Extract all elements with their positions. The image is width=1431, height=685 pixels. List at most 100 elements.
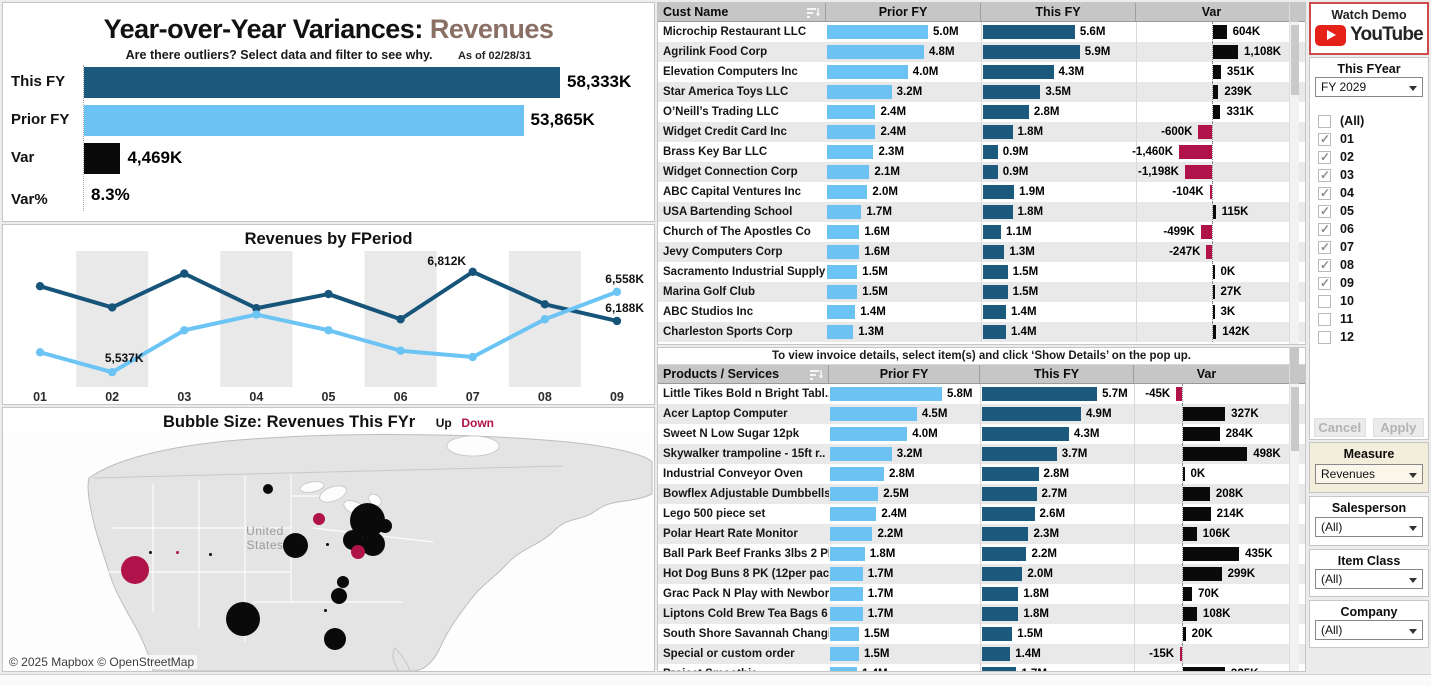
table-row[interactable]: Project Smoothie .. 1.4M 1.7M 325K [658, 664, 1305, 671]
data-point[interactable] [396, 346, 405, 355]
sort-descending-icon[interactable] [807, 7, 820, 18]
var-bar-negative[interactable] [1176, 387, 1182, 401]
summary-bar[interactable] [84, 143, 121, 174]
month-checkbox-02[interactable]: 02 [1316, 148, 1426, 166]
prior-fy-bar[interactable] [827, 325, 854, 339]
table-row[interactable]: ABC Capital Ventures Inc 2.0M 1.9M -104K [658, 182, 1305, 202]
table-row[interactable]: Acer Laptop Computer 4.5M 4.9M 327K [658, 404, 1305, 424]
prior-fy-bar[interactable] [830, 467, 885, 481]
table-row[interactable]: Brass Key Bar LLC 2.3M 0.9M -1,460K [658, 142, 1305, 162]
prior-fy-bar[interactable] [830, 407, 917, 421]
checkbox-checked[interactable] [1318, 240, 1331, 254]
var-bar-positive[interactable] [1213, 85, 1219, 99]
table-row[interactable]: Charleston Sports Corp 1.3M 1.4M 142K [658, 322, 1305, 342]
prior-fy-bar[interactable] [827, 205, 862, 219]
prior-fy-bar[interactable] [830, 587, 863, 601]
map-bubble-up[interactable] [226, 602, 260, 636]
horizontal-scroll-strip[interactable] [0, 674, 1431, 685]
map-bubble-up[interactable] [361, 532, 385, 556]
prior-fy-bar[interactable] [827, 125, 876, 139]
map-bubble-down[interactable] [351, 545, 365, 559]
month-checkbox-04[interactable]: 04 [1316, 184, 1426, 202]
table-row[interactable]: Little Tikes Bold n Bright Tabl.. 5.8M 5.7… [658, 384, 1305, 404]
header-prior-fy[interactable]: Prior FY [826, 3, 981, 21]
cancel-button[interactable]: Cancel [1314, 418, 1366, 437]
table-row[interactable]: Church of The Apostles Co 1.6M 1.1M -499K [658, 222, 1305, 242]
var-bar-negative[interactable] [1209, 185, 1212, 199]
var-bar-positive[interactable] [1183, 447, 1248, 461]
this-fy-bar[interactable] [983, 225, 1002, 239]
data-point[interactable] [107, 303, 117, 312]
prior-fy-bar[interactable] [827, 65, 908, 79]
prior-fy-bar[interactable] [827, 85, 892, 99]
var-bar-negative[interactable] [1184, 165, 1212, 179]
checkbox-checked[interactable] [1318, 168, 1331, 182]
table-row[interactable]: Polar Heart Rate Monitor 2.2M 2.3M 106K [658, 524, 1305, 544]
table-row[interactable]: USA Bartending School 1.7M 1.8M 115K [658, 202, 1305, 222]
map-bubble-up[interactable] [325, 542, 329, 546]
prior-fy-bar[interactable] [827, 245, 860, 259]
map-bubble-up[interactable] [324, 628, 346, 650]
data-point[interactable] [468, 352, 477, 362]
month-checkbox-08[interactable]: 08 [1316, 256, 1426, 274]
map-bubble-up[interactable] [331, 588, 347, 604]
prior-fy-bar[interactable] [827, 225, 860, 239]
this-fy-bar[interactable] [983, 285, 1008, 299]
prior-fy-bar[interactable] [830, 647, 859, 661]
table-row[interactable]: Grac Pack N Play with Newbor.. 1.7M 1.8M 70… [658, 584, 1305, 604]
var-bar-negative[interactable] [1179, 145, 1212, 159]
prior-fy-bar[interactable] [827, 145, 874, 159]
data-point[interactable] [468, 267, 477, 277]
data-point[interactable] [540, 315, 550, 324]
this-fy-bar[interactable] [982, 447, 1057, 461]
this-fy-bar[interactable] [983, 265, 1008, 279]
table-row[interactable]: Star America Toys LLC 3.2M 3.5M 239K [658, 82, 1305, 102]
products-scrollbar[interactable] [1289, 348, 1299, 671]
youtube-logo[interactable]: YouTube [1311, 24, 1427, 46]
this-fy-bar[interactable] [983, 165, 998, 179]
table-row[interactable]: Marina Golf Club 1.5M 1.5M 27K [658, 282, 1305, 302]
var-bar-positive[interactable] [1183, 587, 1193, 601]
prior-fy-bar[interactable] [830, 527, 873, 541]
header-cust-name[interactable]: Cust Name [658, 3, 826, 21]
data-point[interactable] [252, 304, 261, 313]
data-point[interactable] [540, 300, 550, 309]
this-fy-bar[interactable] [983, 105, 1029, 119]
month-checkbox-01[interactable]: 01 [1316, 130, 1426, 148]
data-point[interactable] [324, 289, 333, 299]
this-fy-bar[interactable] [982, 547, 1027, 561]
month-checkbox-11[interactable]: 11 [1316, 310, 1426, 328]
table-row[interactable]: Skywalker trampoline - 15ft r.. 3.2M 3.7M 4… [658, 444, 1305, 464]
apply-button[interactable]: Apply [1372, 418, 1424, 437]
item-class-dropdown[interactable]: (All) [1315, 569, 1423, 589]
var-bar-positive[interactable] [1183, 607, 1197, 621]
var-bar-negative[interactable] [1200, 225, 1212, 239]
prior-fy-bar[interactable] [830, 487, 879, 501]
prior-fy-bar[interactable] [830, 507, 877, 521]
prior-fy-bar[interactable] [827, 45, 924, 59]
data-point[interactable] [107, 368, 117, 377]
legend-up[interactable]: Up [435, 416, 452, 430]
summary-bar[interactable] [84, 67, 560, 98]
var-bar-negative[interactable] [1206, 245, 1212, 259]
this-fy-bar[interactable] [982, 467, 1039, 481]
this-fy-bar[interactable] [983, 45, 1080, 59]
map-bubble-down[interactable] [121, 556, 149, 584]
this-fy-bar[interactable] [982, 627, 1013, 641]
month-checkbox-09[interactable]: 09 [1316, 274, 1426, 292]
var-bar-positive[interactable] [1183, 507, 1211, 521]
this-fy-bar[interactable] [982, 667, 1017, 671]
measure-dropdown[interactable]: Revenues [1315, 464, 1423, 484]
this-fy-bar[interactable] [983, 25, 1075, 39]
var-bar-positive[interactable] [1183, 427, 1220, 441]
month-checkbox-03[interactable]: 03 [1316, 166, 1426, 184]
prior-fy-bar[interactable] [830, 547, 865, 561]
customers-scrollbar-thumb[interactable] [1291, 25, 1299, 95]
table-row[interactable]: Sacramento Industrial Supply .. 1.5M 1.5M 0… [658, 262, 1305, 282]
map-bubble-up[interactable] [323, 608, 327, 612]
var-bar-positive[interactable] [1213, 265, 1215, 279]
data-point[interactable] [180, 326, 189, 335]
this-fy-bar[interactable] [983, 65, 1054, 79]
this-fy-bar[interactable] [982, 487, 1037, 501]
var-bar-positive[interactable] [1213, 325, 1217, 339]
